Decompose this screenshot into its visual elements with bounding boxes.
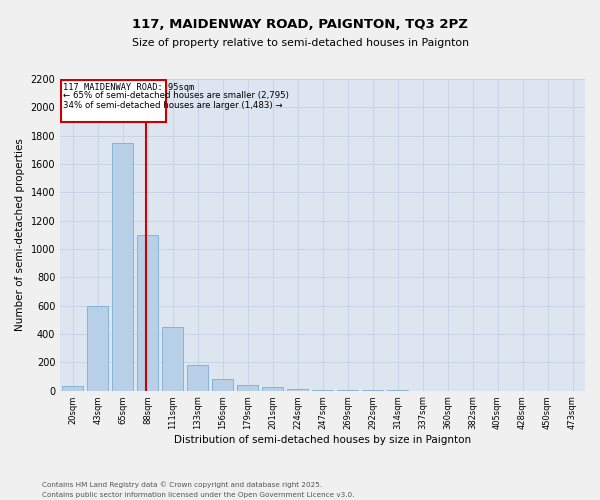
Bar [87,306,108,390]
Bar [262,387,283,390]
X-axis label: Distribution of semi-detached houses by size in Paignton: Distribution of semi-detached houses by … [174,435,471,445]
Bar [212,380,233,390]
Text: 117 MAIDENWAY ROAD: 95sqm: 117 MAIDENWAY ROAD: 95sqm [64,82,194,92]
Text: 117, MAIDENWAY ROAD, PAIGNTON, TQ3 2PZ: 117, MAIDENWAY ROAD, PAIGNTON, TQ3 2PZ [132,18,468,30]
Bar [287,389,308,390]
Bar [137,235,158,390]
Bar [162,327,183,390]
Y-axis label: Number of semi-detached properties: Number of semi-detached properties [15,138,25,331]
Text: Contains public sector information licensed under the Open Government Licence v3: Contains public sector information licen… [42,492,355,498]
Bar [112,142,133,390]
Bar [62,386,83,390]
Text: ← 65% of semi-detached houses are smaller (2,795): ← 65% of semi-detached houses are smalle… [64,91,289,100]
Bar [237,385,258,390]
Text: Size of property relative to semi-detached houses in Paignton: Size of property relative to semi-detach… [131,38,469,48]
Bar [187,365,208,390]
Text: 34% of semi-detached houses are larger (1,483) →: 34% of semi-detached houses are larger (… [64,101,283,110]
Text: Contains HM Land Registry data © Crown copyright and database right 2025.: Contains HM Land Registry data © Crown c… [42,481,322,488]
Bar [61,80,166,122]
